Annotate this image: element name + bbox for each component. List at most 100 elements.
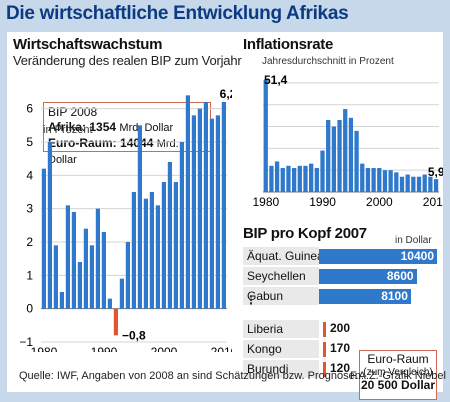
inflation-x-tick-label: 1980 [252,195,279,209]
growth-x-tick-label: 1990 [91,345,118,352]
growth-y-tick-label: 0 [26,302,33,316]
inflation-bar [263,79,268,192]
inflation-bar [388,170,393,192]
source-note: Quelle: IWF, Angaben von 2008 an sind Sc… [19,370,364,382]
inflation-x-tick-label: 1990 [309,195,336,209]
gdp-bar: 8600 [319,268,417,284]
inflation-bar [416,176,422,192]
growth-bar [173,182,178,309]
gdp-bar [323,321,326,337]
afrika-unit: Mrd. Dollar [119,122,174,134]
growth-y-tick-label: 5 [26,135,33,149]
growth-bar [185,95,190,309]
country-label: Äquat. Guinea [243,247,324,265]
inflation-bar [314,168,319,192]
gdp-bar [323,361,326,377]
country-label: Gabun [243,287,319,305]
country-label: Seychellen [243,267,319,285]
growth-x-tick-label: 2000 [151,345,178,352]
gdp-value-label: 200 [330,321,351,335]
gdp-bar: 10400 [319,248,437,264]
growth-bar [215,115,220,309]
inflation-x-tick-label: 2000 [366,195,393,209]
gdp-per-capita-title: BIP pro Kopf 2007 [243,225,367,242]
gdp-per-capita-unit: in Dollar [395,235,432,246]
country-label: Kongo [243,340,319,358]
euro-value: 14044 [120,136,154,150]
growth-bar [179,142,184,309]
growth-bar [41,168,46,309]
inflation-bar [382,170,388,192]
growth-bar [137,125,142,309]
inflation-bar [433,179,439,192]
inflation-chart-title: Inflationsrate [243,36,333,53]
inflation-bar [377,168,382,192]
inflation-bar [286,165,291,192]
growth-y-tick-label: −1 [19,335,33,349]
growth-bar [95,208,100,309]
inflation-bar [405,174,410,192]
growth-bar [65,205,70,309]
growth-bar [89,245,94,309]
gdp-value-label: 170 [330,341,351,355]
growth-chart-subtitle: Veränderung des realen BIP zum Vorjahr [13,53,242,68]
growth-bar [209,118,214,309]
growth-bar [131,192,136,309]
growth-bar [221,102,226,309]
growth-annotation: −0,8 [122,328,146,342]
inflation-chart: 51,4 5,9 1980 1990 2000 2010 [252,73,443,209]
growth-bar [197,108,202,309]
inflation-bar [269,165,274,192]
growth-y-unit: in Prozent [43,124,93,136]
growth-bar [149,192,154,309]
ellipsis-separator: ⋮ [245,293,257,307]
inflation-bar [343,109,348,192]
growth-bar [167,162,172,309]
inflation-bar [331,126,337,192]
afrika-value: 1354 [89,120,117,134]
euro-box-line3: 20 500 Dollar [360,378,436,392]
growth-annotation: 6,2 [220,87,232,101]
inflation-bar [297,165,302,192]
growth-bar [125,242,130,309]
growth-bar [203,102,208,309]
inflation-x-tick-label: 2010 [423,195,443,209]
inflation-annotation: 51,4 [264,73,288,87]
inflation-bar [274,161,280,192]
inflation-bar [348,117,354,192]
growth-bar [71,212,76,309]
growth-bar [53,245,58,309]
inflation-bar [360,163,365,192]
inflation-bar [354,130,359,192]
growth-bar [191,115,196,309]
inflation-bar [422,174,427,192]
growth-y-tick-label: 6 [26,102,33,116]
inflation-bar [326,120,331,192]
euro-area-comparison-box: Euro-Raum (zum Vergleich) 20 500 Dollar [359,350,437,400]
growth-bar [47,142,52,309]
inflation-bar [303,165,308,192]
gdp-value-label: 120 [330,361,351,375]
growth-bar [77,262,82,309]
growth-chart-title: Wirtschaftswachstum [13,36,163,53]
inflation-bar [371,168,376,192]
growth-y-tick-label: 3 [26,202,33,216]
growth-bar [59,292,64,309]
growth-bar [155,205,160,309]
gdp-bar: 8100 [319,288,411,304]
growth-x-tick-label: 1980 [31,345,58,352]
growth-bar [101,232,106,309]
inflation-bar [399,176,405,192]
growth-bar [161,182,166,309]
growth-y-tick-label: 2 [26,235,33,249]
growth-bar [113,308,118,336]
gdp-bar [323,341,326,357]
growth-bar [107,298,112,309]
chart-panel: Wirtschaftswachstum Veränderung des real… [7,32,446,400]
inflation-chart-subtitle: Jahresdurchschnitt in Prozent [262,56,394,67]
growth-y-tick-label: 1 [26,268,33,282]
inflation-bar [411,176,416,192]
growth-bar [143,198,148,309]
inflation-bar [291,168,297,192]
